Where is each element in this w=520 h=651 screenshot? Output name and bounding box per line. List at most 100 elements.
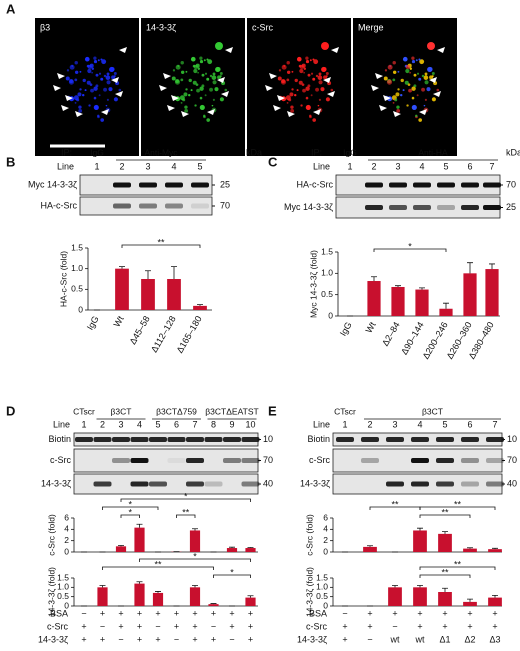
arrowhead (75, 111, 83, 117)
kda-label: 10 (507, 434, 517, 444)
error-bar (171, 266, 177, 279)
blot-row-label: 14-3-3ζ (300, 478, 330, 488)
signal-dot (199, 104, 205, 111)
condition-value: Δ1 (439, 634, 450, 644)
lane-number: 10 (245, 419, 255, 429)
signal-dot (108, 87, 113, 92)
blot-row-label: 14-3-3ζ (41, 478, 71, 488)
y-tick-label: 2 (323, 535, 328, 545)
signal-dot (405, 68, 410, 74)
lane-number: 4 (171, 161, 176, 171)
signal-dot (180, 78, 184, 82)
x-tick-label: Δ90–144 (399, 320, 426, 356)
signal-dot (431, 97, 436, 102)
x-tick-label: Δ2–84 (380, 320, 402, 348)
signal-dot (193, 64, 198, 69)
condition-value: + (174, 621, 179, 631)
significance-label: ** (154, 559, 162, 569)
signal-dot (69, 64, 75, 70)
signal-dot (106, 98, 109, 101)
y-tick-label: 4 (64, 524, 69, 534)
blot-row-label: Biotin (307, 434, 330, 444)
signal-dot (315, 87, 320, 92)
arrowhead (111, 77, 119, 83)
blot-band (365, 182, 383, 188)
x-tick-label: IgG (85, 314, 101, 332)
y-tick-label: 1.5 (71, 242, 83, 252)
signal-dot (278, 69, 282, 72)
condition-value: wt (390, 634, 400, 644)
signal-dot (201, 73, 205, 77)
signal-dot (387, 64, 393, 70)
y-tick-label: 1.0 (316, 582, 328, 592)
significance-bracket (102, 566, 214, 570)
signal-dot (91, 71, 93, 74)
arrowhead (327, 91, 335, 97)
signal-dot (291, 70, 294, 73)
condition-label: c-Src (306, 621, 327, 631)
arrowhead (217, 77, 225, 83)
blot-row-label: Biotin (48, 434, 71, 444)
blot-band (223, 458, 241, 463)
blot-band (165, 182, 183, 188)
y-axis-label: c-Src (fold) (46, 514, 56, 556)
significance-bracket (213, 574, 251, 578)
signal-dot (317, 104, 320, 107)
error-bar (229, 546, 235, 549)
error-bar (417, 527, 423, 531)
group-label: CTscr (73, 406, 95, 416)
significance-label: ** (391, 499, 399, 509)
error-bar (492, 594, 498, 598)
signal-dot (180, 101, 183, 104)
condition-value: + (248, 621, 253, 631)
significance-bracket (373, 248, 447, 252)
signal-dot (302, 88, 306, 93)
arrowhead (375, 73, 383, 79)
condition-value: − (118, 634, 123, 644)
signal-dot (214, 87, 219, 92)
signal-dot (330, 88, 334, 92)
group-label: CTscr (334, 406, 356, 416)
signal-dot (400, 78, 404, 83)
y-tick-label: 0.5 (321, 289, 333, 299)
condition-value: + (211, 608, 216, 618)
signal-dot (407, 83, 411, 87)
y-axis-label: 14-3-3ζ (fold) (304, 567, 314, 617)
condition-value: wt (415, 634, 425, 644)
signal-dot (100, 118, 105, 122)
signal-dot (93, 96, 97, 100)
signal-dot (172, 69, 176, 72)
signal-dot (427, 66, 433, 73)
signal-dot (118, 88, 122, 92)
lane-number: 6 (174, 419, 179, 429)
signal-dot (194, 104, 197, 107)
condition-value: − (81, 608, 86, 618)
y-tick-label: 1.0 (71, 263, 83, 273)
arrowhead (221, 91, 229, 97)
micrograph (35, 18, 139, 156)
signal-dot (78, 108, 83, 113)
blot-band (241, 458, 260, 463)
signal-dot (212, 72, 216, 76)
signal-dot (305, 59, 310, 64)
significance-label: * (184, 491, 188, 501)
signal-dot (204, 72, 208, 75)
bar (439, 308, 453, 316)
blot-band (130, 437, 149, 442)
condition-value: + (229, 621, 234, 631)
condition-value: − (100, 621, 105, 631)
error-bar (442, 531, 448, 534)
signal-dot (405, 64, 410, 69)
significance-bracket (121, 244, 201, 248)
signal-dot (103, 87, 108, 92)
significance-bracket (419, 566, 496, 570)
signal-dot (286, 61, 290, 65)
signal-dot (305, 86, 310, 91)
error-bar (442, 587, 448, 592)
panel-label: C (268, 154, 278, 169)
condition-value: + (137, 634, 142, 644)
signal-dot (310, 72, 314, 75)
error-bar (247, 595, 254, 598)
signal-dot (427, 42, 435, 50)
bar (226, 548, 238, 552)
